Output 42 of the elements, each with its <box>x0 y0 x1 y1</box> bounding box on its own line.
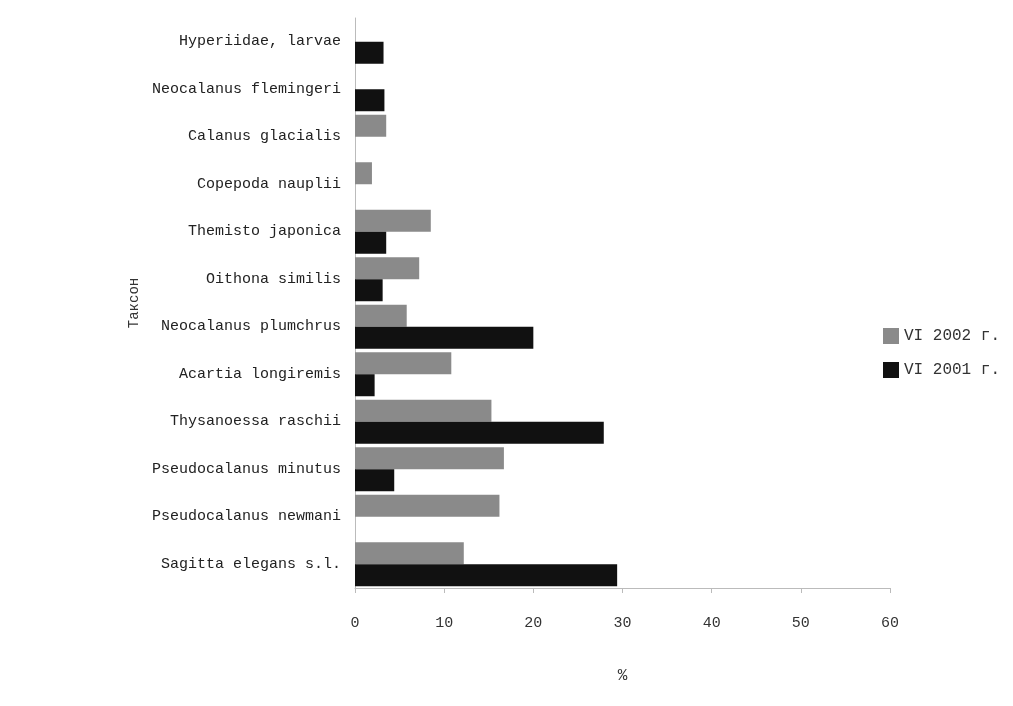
bar <box>355 421 604 444</box>
bar <box>355 564 618 587</box>
y-tick-label: Thysanoessa raschii <box>169 413 341 431</box>
bar <box>355 374 375 397</box>
legend-label: VI 2001 г. <box>903 361 1000 379</box>
bar <box>355 447 504 470</box>
bar <box>355 494 500 517</box>
bar <box>355 231 387 254</box>
x-tick-label: 30 <box>613 615 632 632</box>
x-tick-label: 40 <box>702 615 721 632</box>
bar <box>355 399 492 422</box>
bar <box>355 326 534 349</box>
bar <box>355 257 420 280</box>
bar <box>355 304 407 327</box>
bar <box>355 352 452 375</box>
bar <box>355 162 372 185</box>
y-tick-label: Oithona similis <box>205 270 341 288</box>
bar <box>355 89 385 112</box>
bar <box>355 41 384 64</box>
y-tick-label: Pseudocalanus minutus <box>151 460 341 478</box>
y-tick-label: Sagitta elegans s.l. <box>160 555 341 573</box>
x-tick-label: 50 <box>791 615 810 632</box>
y-tick-label: Acartia longiremis <box>178 365 341 383</box>
y-tick-label: Calanus glacialis <box>187 128 341 146</box>
legend-label: VI 2002 г. <box>903 327 1000 345</box>
bar <box>355 542 464 565</box>
y-tick-label: Neocalanus plumchrus <box>160 318 341 336</box>
x-tick-label: 0 <box>350 615 360 632</box>
bar <box>355 209 431 232</box>
y-tick-label: Copepoda nauplii <box>196 175 341 193</box>
y-tick-label: Pseudocalanus newmani <box>151 508 341 526</box>
bar <box>355 469 395 492</box>
y-tick-label: Themisto japonica <box>187 223 341 241</box>
x-tick-label: 20 <box>524 615 543 632</box>
x-tick-label: 10 <box>435 615 454 632</box>
y-tick-label: Neocalanus flemingeri <box>151 80 341 98</box>
x-axis-title: % <box>617 667 628 685</box>
y-tick-label: Hyperiidae, larvae <box>178 33 341 51</box>
x-tick-label: 60 <box>880 615 900 632</box>
bar <box>355 279 383 302</box>
bar <box>355 114 387 137</box>
y-axis-title: Таксон <box>126 277 143 329</box>
